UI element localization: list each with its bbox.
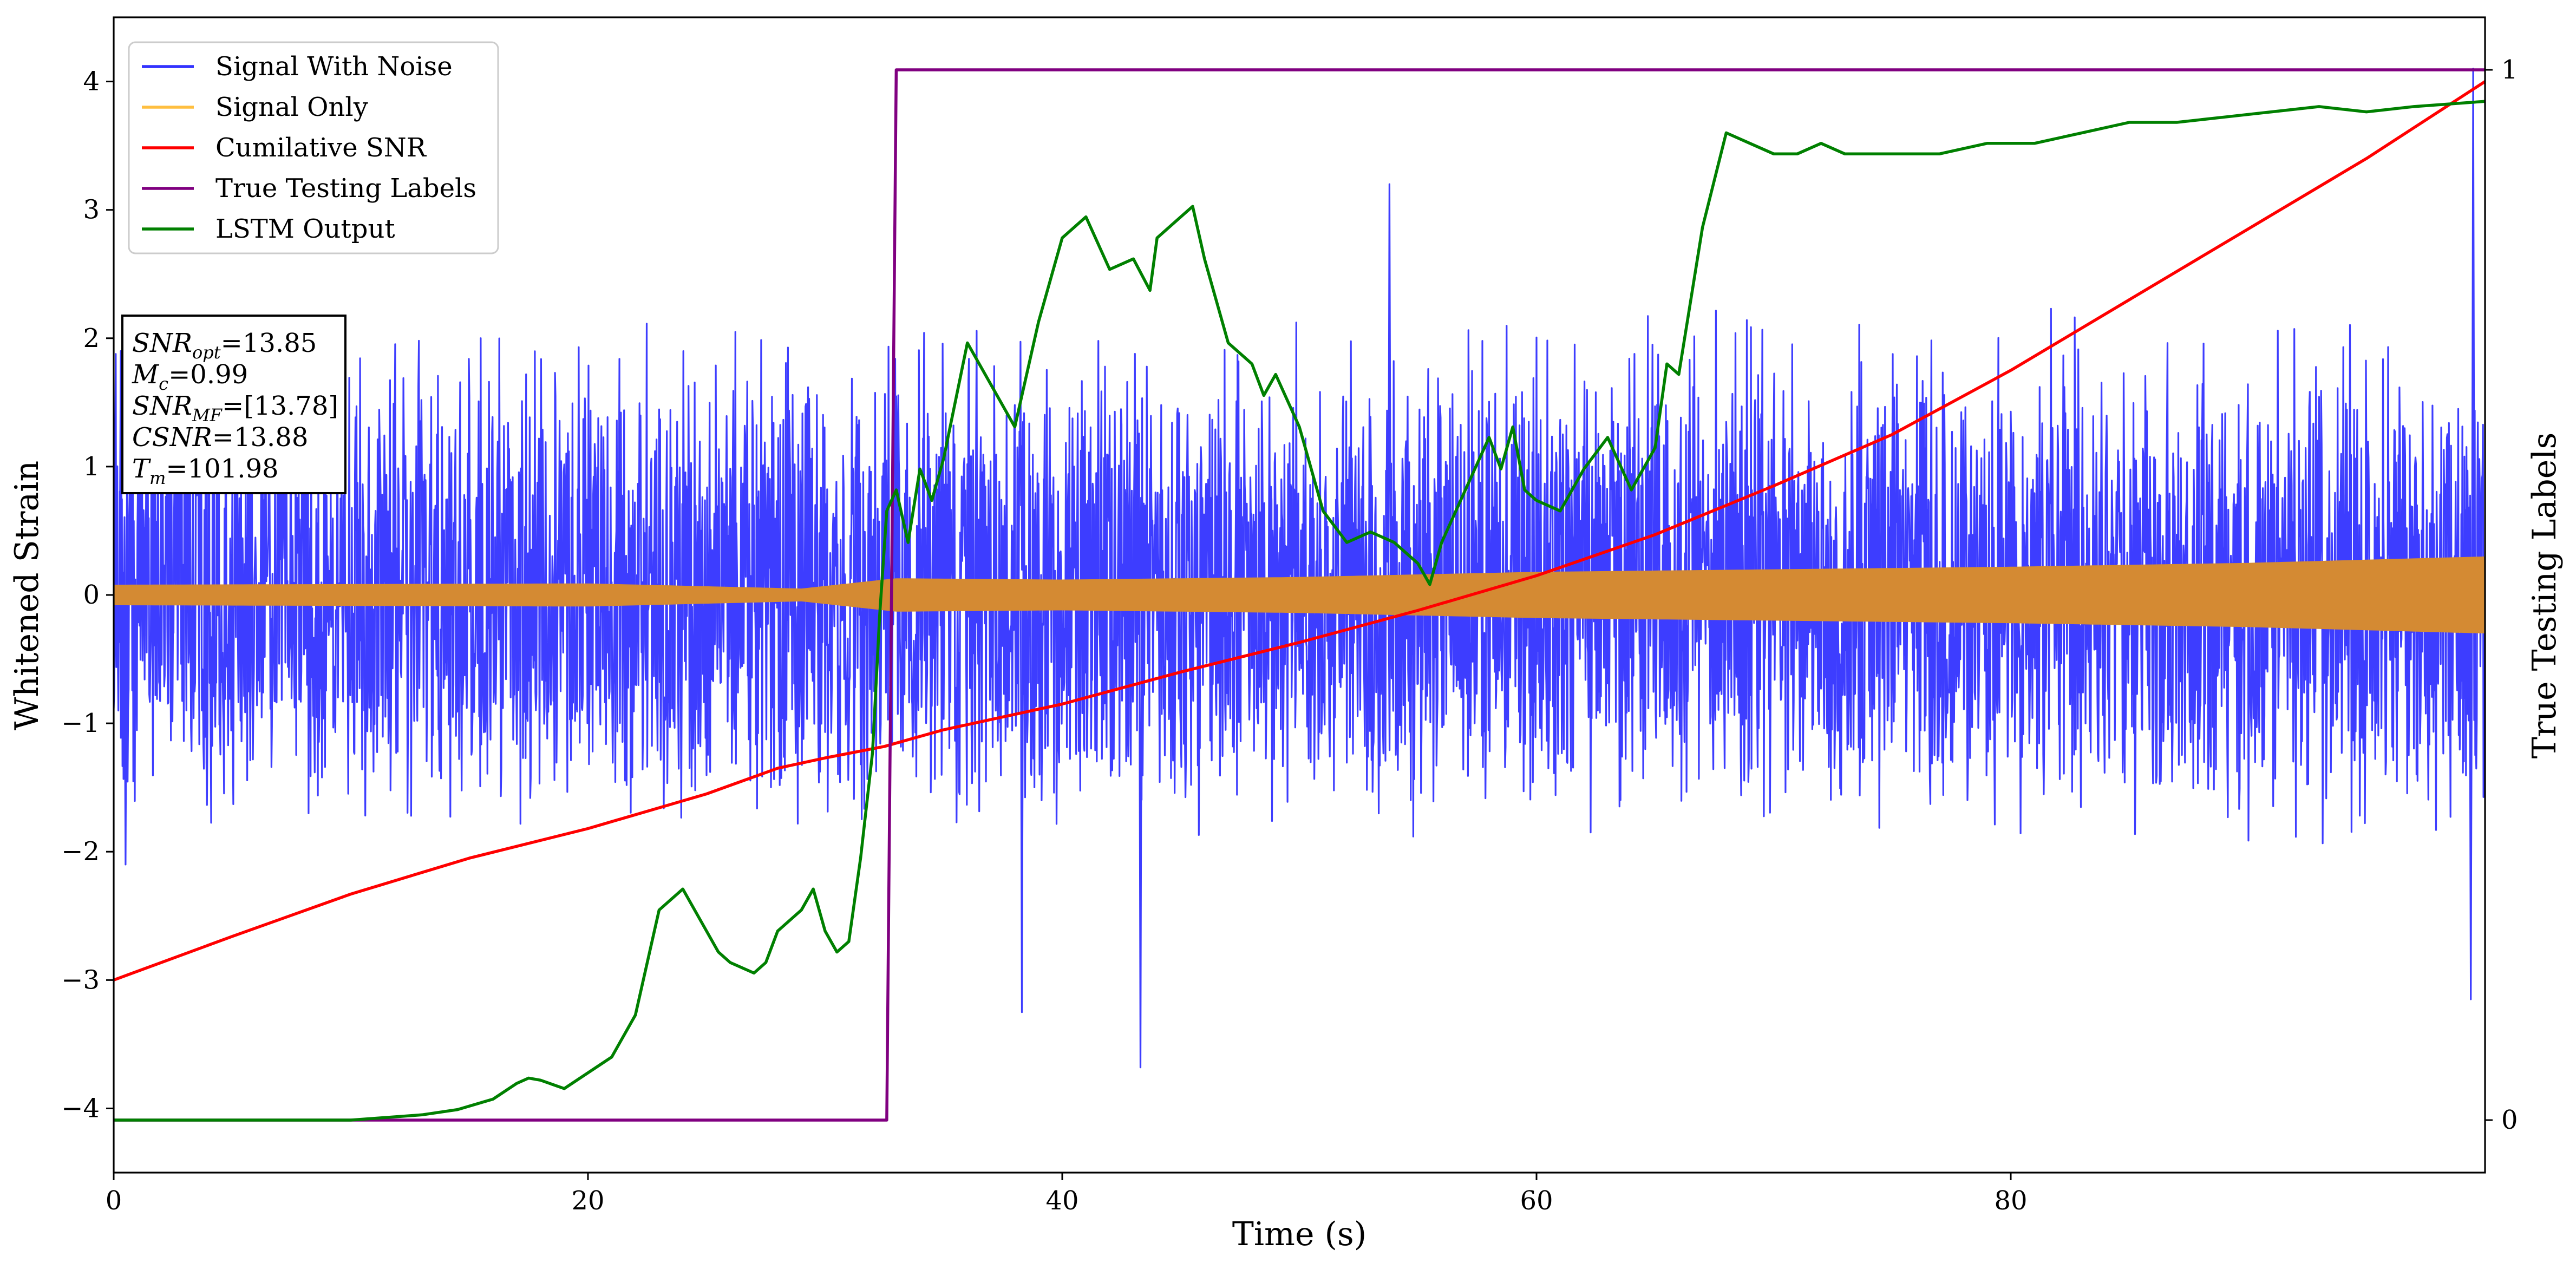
info-tm: Tm=101.98: [132, 454, 279, 488]
true-testing-labelsline: [114, 68, 2485, 1122]
x-tick-label: 80: [1994, 1186, 2027, 1216]
legend: Signal With Noise Signal Only Cumilative S…: [128, 41, 499, 254]
y-axis-label: Whitened Strain: [8, 461, 46, 730]
info-mc: Mc=0.99: [132, 359, 248, 394]
y-tick-label: −4: [61, 1093, 100, 1123]
y-tick-label: 4: [83, 67, 100, 97]
y-tick-label: 0: [83, 580, 100, 610]
legend-label: Cumilative SNR: [215, 133, 427, 163]
y2-tick-label: 1: [2501, 55, 2518, 85]
y-tick-label: −3: [61, 965, 100, 995]
x-tick-label: 0: [106, 1186, 122, 1216]
signal-only-series: [114, 556, 2485, 634]
legend-label: True Testing Labels: [215, 173, 476, 204]
x-axis-label: Time (s): [1232, 1215, 1367, 1253]
y-tick-label: 1: [83, 451, 100, 482]
legend-item: True Testing Labels: [142, 173, 476, 204]
signal-only-band: [114, 556, 2485, 634]
legend-label: LSTM Output: [215, 214, 395, 244]
legend-item: LSTM Output: [142, 214, 395, 244]
y-tick-label: −1: [61, 708, 100, 738]
x-tick-label: 20: [571, 1186, 604, 1216]
x-tick-label: 40: [1045, 1186, 1078, 1216]
info-snr-opt: SNRopt=13.85: [132, 328, 317, 363]
info-box-frame: [121, 315, 346, 494]
cumilative-snrline: [114, 80, 2485, 981]
y2-tick-label: 0: [2501, 1105, 2518, 1135]
lstm-outputline: [114, 100, 2485, 1122]
info-snr-mf: SNRMF=[13.78]: [132, 391, 338, 426]
y-tick-label: −2: [61, 836, 100, 867]
legend-label: Signal Only: [215, 92, 368, 122]
parameter-info-box: SNRopt=13.85 Mc=0.99 SNRMF=[13.78] CSNR=…: [121, 315, 346, 494]
legend-item: Cumilative SNR: [142, 133, 427, 163]
x-tick-label: 60: [1520, 1186, 1553, 1216]
legend-item: Signal With Noise: [142, 51, 453, 82]
legend-box: [128, 41, 499, 254]
y2-axis-label: True Testing Labels: [2526, 433, 2564, 759]
line-series-group: [114, 68, 2485, 1122]
y-tick-label: 2: [83, 323, 100, 354]
y-tick-label: 3: [83, 195, 100, 225]
legend-label: Signal With Noise: [215, 51, 453, 82]
plot-area: [114, 68, 2485, 1122]
legend-item: Signal Only: [142, 92, 368, 122]
info-csnr: CSNR=13.88: [132, 422, 308, 453]
